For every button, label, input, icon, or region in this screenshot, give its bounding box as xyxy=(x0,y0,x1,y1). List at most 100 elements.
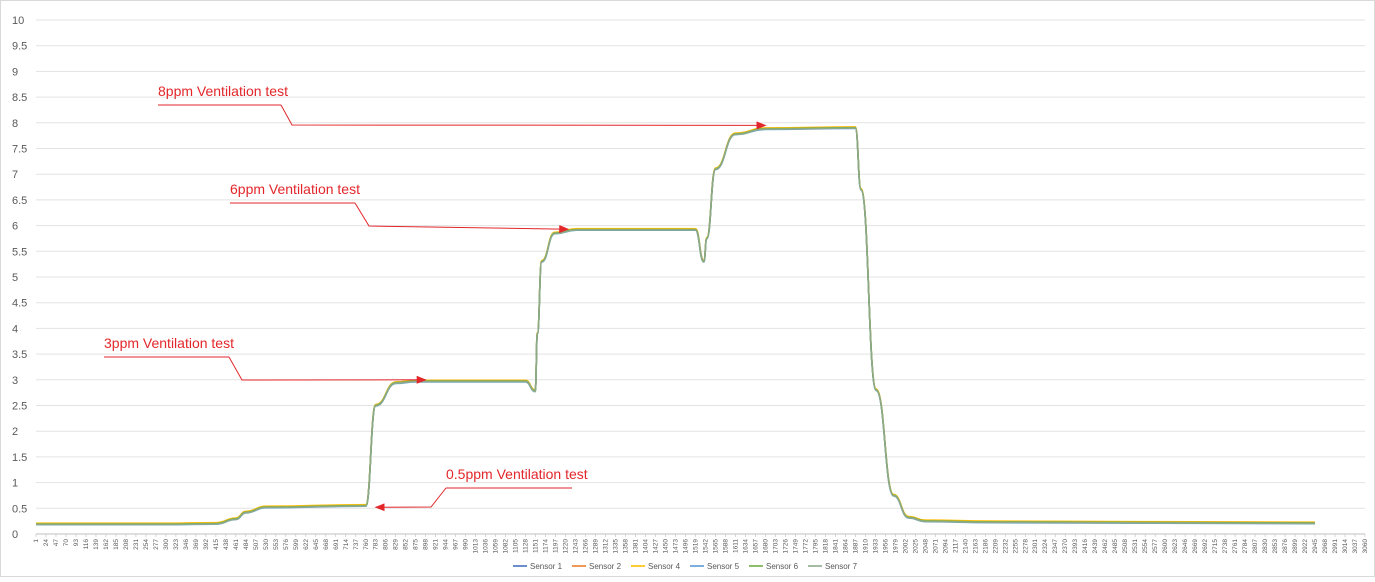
x-tick-label: 1473 xyxy=(673,539,680,554)
x-tick-label: 1588 xyxy=(722,539,729,554)
x-tick-label: 3014 xyxy=(1342,539,1349,554)
annotation-arrow xyxy=(280,104,767,130)
y-tick-label: 4 xyxy=(12,323,18,335)
y-tick-label: 3.5 xyxy=(12,349,27,361)
x-tick-label: 1312 xyxy=(603,539,610,554)
x-tick-label: 1542 xyxy=(702,539,709,554)
x-tick-label: 783 xyxy=(373,539,380,550)
x-tick-label: 1404 xyxy=(643,539,650,554)
x-tick-label: 461 xyxy=(233,539,240,550)
x-tick-label: 1 xyxy=(33,539,40,543)
x-tick-label: 1059 xyxy=(493,539,500,554)
x-tick-label: 2416 xyxy=(1082,539,1089,554)
x-tick-label: 1772 xyxy=(802,539,809,554)
legend-label-1: Sensor 1 xyxy=(530,562,563,571)
x-tick-label: 2439 xyxy=(1092,539,1099,554)
x-tick-label: 1381 xyxy=(633,539,640,554)
x-tick-label: 622 xyxy=(303,539,310,550)
x-tick-label: 1887 xyxy=(852,539,859,554)
legend-label-2: Sensor 2 xyxy=(589,562,622,571)
x-tick-label: 898 xyxy=(423,539,430,550)
y-tick-label: 6.5 xyxy=(12,195,27,207)
x-tick-label: 2600 xyxy=(1162,539,1169,554)
x-tick-label: 2922 xyxy=(1302,539,1309,554)
x-tick-label: 2968 xyxy=(1322,539,1329,554)
x-tick-label: 1795 xyxy=(812,539,819,554)
x-tick-label: 1680 xyxy=(762,539,769,554)
x-tick-label: 2485 xyxy=(1112,539,1119,554)
x-tick-label: 1427 xyxy=(653,539,660,554)
x-tick-label: 1220 xyxy=(563,539,570,554)
x-tick-label: 2140 xyxy=(962,539,969,554)
legend-label-4: Sensor 5 xyxy=(707,562,740,571)
series-line-sensor-7 xyxy=(36,127,1316,526)
x-tick-label: 208 xyxy=(123,539,130,550)
x-tick-label: 70 xyxy=(63,539,70,547)
axes: 0 0.5 1 1.5 2 2.5 3 3.5 4 4.5 5 5.5 6 6.5 7 7.5 8 8.5 9 9.5… xyxy=(12,15,1369,553)
gridlines xyxy=(36,19,1365,535)
series-line-sensor-4 xyxy=(36,126,1316,525)
x-tick-label: 231 xyxy=(133,539,140,550)
series-line-sensor-5 xyxy=(36,127,1316,526)
legend-label-5: Sensor 6 xyxy=(766,562,799,571)
y-tick-label: 8 xyxy=(12,118,18,130)
x-tick-label: 990 xyxy=(463,539,470,550)
x-tick-label: 1956 xyxy=(882,539,889,554)
y-tick-label: 9.5 xyxy=(12,41,27,53)
y-tick-label: 1.5 xyxy=(12,452,27,464)
x-tick-label: 2669 xyxy=(1192,539,1199,554)
x-tick-label: 1703 xyxy=(772,539,779,554)
x-tick-label: 162 xyxy=(103,539,110,550)
x-tick-label: 1634 xyxy=(742,539,749,554)
x-tick-label: 2784 xyxy=(1242,539,1249,554)
x-tick-label: 2324 xyxy=(1042,539,1049,554)
x-tick-label: 24 xyxy=(43,539,50,547)
series-line-sensor-6 xyxy=(36,126,1316,525)
x-tick-label: 1151 xyxy=(533,539,540,553)
x-tick-label: 2255 xyxy=(1012,539,1019,554)
series-lines xyxy=(36,126,1316,526)
x-tick-label: 185 xyxy=(113,539,120,550)
x-tick-label: 2830 xyxy=(1262,539,1269,554)
y-tick-label: 3 xyxy=(12,375,18,387)
annotations: 8ppm Ventilation test 6ppm Ventilation te… xyxy=(104,83,767,512)
x-tick-label: 576 xyxy=(283,539,290,550)
x-tick-label: 369 xyxy=(193,539,200,550)
x-tick-label: 2071 xyxy=(932,539,939,554)
y-tick-label: 6 xyxy=(12,221,18,233)
y-tick-label: 7.5 xyxy=(12,144,27,156)
x-tick-label: 2508 xyxy=(1122,539,1129,554)
x-tick-label: 530 xyxy=(263,539,270,550)
x-tick-label: 2899 xyxy=(1292,539,1299,554)
x-tick-label: 1611 xyxy=(732,539,739,553)
x-tick-label: 2761 xyxy=(1232,539,1239,554)
x-tick-label: 2117 xyxy=(952,539,959,553)
y-tick-label: 5.5 xyxy=(12,246,27,258)
x-tick-label: 2370 xyxy=(1062,539,1069,554)
y-tick-label: 9 xyxy=(12,66,18,78)
legend-label-3: Sensor 4 xyxy=(648,562,681,571)
x-tick-label: 2462 xyxy=(1102,539,1109,554)
x-tick-label: 944 xyxy=(443,539,450,550)
x-tick-label: 1864 xyxy=(842,539,849,554)
x-tick-label: 852 xyxy=(403,539,410,550)
x-tick-label: 277 xyxy=(153,539,160,550)
y-tick-label: 0 xyxy=(12,529,18,541)
x-tick-label: 599 xyxy=(293,539,300,550)
x-tick-label: 2347 xyxy=(1052,539,1059,554)
x-tick-label: 2945 xyxy=(1312,539,1319,554)
x-tick-label: 2209 xyxy=(992,539,999,554)
x-tick-label: 2715 xyxy=(1212,539,1219,554)
annotation-arrow xyxy=(354,202,570,234)
x-tick-label: 3037 xyxy=(1352,539,1359,554)
x-tick-label: 921 xyxy=(433,539,440,550)
x-tick-label: 93 xyxy=(73,539,80,547)
y-tick-label: 2.5 xyxy=(12,401,27,413)
x-tick-label: 1657 xyxy=(752,539,759,554)
x-tick-label: 1174 xyxy=(543,539,550,553)
x-tick-label: 1496 xyxy=(683,539,690,554)
x-tick-label: 875 xyxy=(413,539,420,550)
annotation-arrow xyxy=(228,356,427,384)
